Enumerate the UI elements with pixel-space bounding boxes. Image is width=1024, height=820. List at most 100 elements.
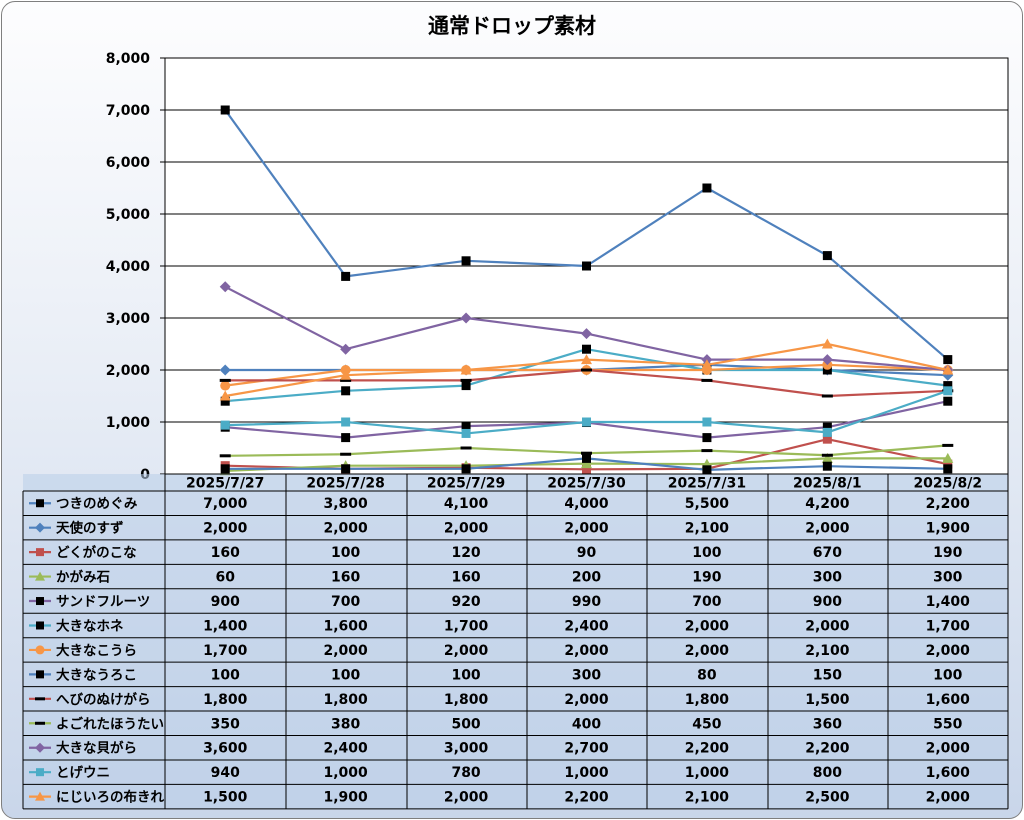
table-value: 1,800 (685, 692, 730, 708)
data-point (582, 464, 591, 474)
table-value: 300 (933, 570, 962, 586)
data-point (461, 256, 471, 266)
table-value: 2,000 (926, 643, 971, 659)
data-point (582, 453, 591, 463)
y-tick-label: 7,000 (106, 103, 151, 119)
table-value: 2,000 (444, 790, 489, 806)
table-value: 2,000 (444, 643, 489, 659)
table-value: 2,000 (926, 741, 971, 757)
data-point (821, 452, 833, 463)
series-12 (220, 386, 953, 438)
table-value: 700 (331, 594, 360, 610)
y-tick-label: 2,000 (106, 363, 151, 379)
series-1 (220, 105, 953, 365)
series-10 (219, 443, 954, 458)
data-point (340, 343, 352, 355)
table-value: 60 (215, 570, 235, 586)
data-point (942, 364, 954, 375)
data-point (821, 354, 833, 366)
legend-label: つきのめぐみ (56, 496, 138, 512)
data-point (461, 421, 471, 431)
legend-key-marker (35, 697, 45, 701)
table-value: 100 (331, 545, 360, 561)
y-axis-tick-labels: 01,0002,0003,0004,0005,0006,0007,0008,00… (106, 51, 151, 483)
table-value: 1,900 (926, 521, 971, 537)
data-point (701, 378, 713, 382)
table-value: 2,100 (805, 643, 850, 659)
table-value: 5,500 (685, 496, 730, 512)
data-point (220, 464, 230, 474)
table-value: 90 (577, 545, 597, 561)
y-tick-label: 5,000 (106, 207, 151, 223)
data-point (702, 465, 712, 475)
data-point (701, 359, 713, 370)
data-point (943, 386, 953, 396)
data-point (460, 446, 472, 450)
data-point (821, 338, 833, 349)
table-value: 2,000 (564, 643, 609, 659)
data-point (341, 464, 351, 474)
data-point (582, 344, 591, 354)
x-category-label: 2025/8/2 (913, 476, 982, 492)
y-tick-label: 3,000 (106, 311, 151, 327)
table-value: 2,100 (685, 790, 730, 806)
table-value: 200 (572, 570, 601, 586)
legend-key-marker (36, 548, 44, 557)
data-point (219, 390, 231, 401)
table-value: 2,200 (805, 741, 850, 757)
data-point (460, 364, 472, 375)
table-value: 920 (451, 594, 480, 610)
legend-key-marker (35, 645, 45, 655)
data-point (822, 427, 832, 437)
table-value: 1,500 (805, 692, 850, 708)
x-category-label: 2025/8/1 (793, 476, 862, 492)
table-value: 2,200 (564, 790, 609, 806)
data-point (942, 452, 954, 463)
table-value: 900 (813, 594, 842, 610)
legend-label: どくがのこな (56, 544, 137, 561)
table-value: 500 (451, 716, 480, 732)
table-value: 100 (692, 545, 721, 561)
data-point (220, 420, 230, 430)
table-value: 360 (813, 716, 842, 732)
table-value: 2,500 (805, 790, 850, 806)
table-value: 700 (692, 594, 721, 610)
table-value: 100 (451, 667, 480, 683)
table-value: 900 (211, 594, 240, 610)
data-point (943, 396, 953, 406)
data-point (581, 451, 592, 455)
legend-label: とげウニ (56, 765, 110, 781)
legend-label: かがみ石 (56, 569, 110, 586)
table-background (23, 474, 1008, 809)
table-value: 300 (813, 570, 842, 586)
table-value: 2,000 (685, 618, 730, 634)
legend-key-marker (36, 621, 44, 630)
y-tick-label: 6,000 (106, 155, 151, 171)
chart-title: 通常ドロップ素材 (428, 14, 596, 38)
table-value: 1,600 (926, 765, 971, 781)
data-point (460, 312, 472, 324)
data-point (943, 464, 953, 474)
data-point (461, 464, 471, 474)
table-value: 3,000 (444, 741, 489, 757)
table-value: 2,400 (564, 618, 609, 634)
data-point (821, 394, 833, 398)
table-value: 2,000 (564, 692, 609, 708)
legend-label: へびのぬけがら (56, 691, 151, 708)
data-point (341, 271, 351, 281)
table-value: 2,000 (444, 521, 489, 537)
table-value: 2,200 (926, 496, 971, 512)
table-value: 190 (933, 545, 962, 561)
data-point (701, 449, 713, 453)
data-point (822, 365, 832, 375)
data-point (340, 378, 352, 382)
table-value: 1,900 (323, 790, 368, 806)
legend-key-marker (35, 571, 45, 581)
data-point (942, 443, 954, 447)
table-value: 1,800 (203, 692, 248, 708)
legend-key-marker (35, 742, 45, 753)
table-value: 2,000 (323, 643, 368, 659)
table-value: 160 (331, 570, 360, 586)
legend-label: 大きなこうら (56, 642, 137, 659)
